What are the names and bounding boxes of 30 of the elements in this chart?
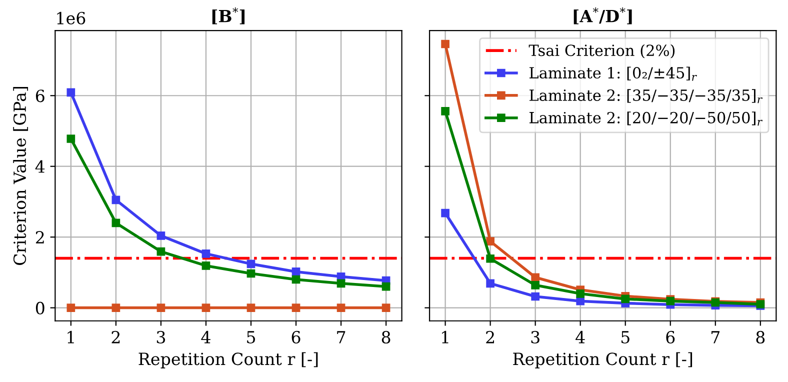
- x-tick-label: 2: [486, 330, 494, 344]
- x-tick-label: 6: [666, 330, 675, 344]
- x-tick-label: 7: [712, 331, 720, 344]
- y-tick-label: 2: [36, 231, 44, 244]
- x-tick-label: 3: [531, 330, 540, 344]
- x-tick-label: 8: [756, 330, 765, 344]
- x-tick-label: 2: [112, 330, 120, 344]
- x-axis-title: Repetition Count r [-]: [513, 352, 692, 368]
- x-tick-label: 4: [201, 330, 210, 344]
- x-tick-label: 4: [576, 330, 585, 344]
- x-tick-label: 1: [442, 330, 448, 344]
- y-tick-label: 4: [35, 160, 45, 173]
- x-tick-label: 7: [337, 331, 346, 344]
- chart-title: [A$^{*}$/D$^{*}$]: [574, 7, 632, 24]
- legend-label: Laminate 2: [20/−20/−50/50]$_{r}$: [530, 112, 763, 126]
- legend-label: Tsai Criterion (2%): [528, 44, 675, 58]
- x-tick-label: 5: [621, 331, 630, 344]
- x-tick-label: 6: [292, 330, 300, 344]
- x-axis-title: Repetition Count r [-]: [138, 352, 318, 368]
- y-tick-label: 0: [36, 302, 44, 314]
- x-tick-label: 1: [68, 330, 74, 344]
- x-tick-label: 5: [247, 331, 256, 344]
- x-tick-label: 3: [156, 330, 166, 344]
- y-tick-label: 6: [36, 90, 44, 102]
- text: 1e6: [57, 12, 86, 24]
- chart-title: [B$^{*}$]: [212, 7, 245, 24]
- legend-label: Laminate 1: [0₂/±45]$_{r}$: [530, 66, 697, 81]
- y-axis-title: Criterion Value [GPa]: [13, 86, 28, 265]
- legend-label: Laminate 2: [35/−35/−35/35]$_{r}$: [530, 89, 763, 104]
- x-tick-label: 8: [382, 330, 390, 344]
